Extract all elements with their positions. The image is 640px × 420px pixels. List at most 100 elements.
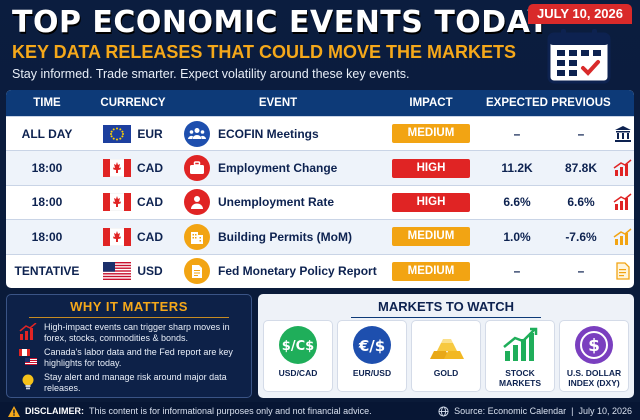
market-card: STOCK MARKETS xyxy=(486,321,554,391)
dollar-index-icon: $ xyxy=(575,326,613,364)
disclaimer-label: DISCLAIMER: xyxy=(25,406,84,416)
impact-badge-medium: MEDIUM xyxy=(392,261,470,281)
impact-badge-high: HIGH xyxy=(392,158,470,178)
market-card: €/$ EUR/USD xyxy=(338,321,406,391)
market-card: $/C$ USD/CAD xyxy=(264,321,332,391)
header-previous: PREVIOUS xyxy=(551,97,611,109)
expected-value: – xyxy=(513,264,521,279)
why-text: Canada's labor data and the Fed report a… xyxy=(44,347,233,368)
eu-flag-icon xyxy=(103,124,132,143)
markets-title: MARKETS TO WATCH xyxy=(377,299,514,314)
markets-to-watch-panel: MARKETS TO WATCH $/C$ USD/CAD €/$ EUR/US… xyxy=(258,294,634,398)
table-row: 18:00 CAD Employment Change HIGH 11.2K 8… xyxy=(6,150,634,185)
impact-badge-medium: MEDIUM xyxy=(392,227,470,247)
table-row: 18:00 CAD Unemployment Rate HIGH 6.6% 6.… xyxy=(6,184,634,219)
chart-up-icon xyxy=(19,323,37,340)
canada-flag-icon xyxy=(103,227,131,246)
table-header: TIME CURRENCY EVENT IMPACT EXPECTED PREV… xyxy=(6,90,634,116)
person-icon xyxy=(184,189,210,216)
market-label: GOLD xyxy=(433,368,459,378)
stock-chart-icon xyxy=(503,327,538,361)
bar-chart-up-icon xyxy=(613,228,632,245)
event-time: 18:00 xyxy=(31,161,63,176)
calendar-date: JULY 10, 2026 xyxy=(528,4,632,24)
briefcase-icon xyxy=(184,155,210,182)
currency-code: CAD xyxy=(137,195,163,210)
previous-value: -7.6% xyxy=(565,229,597,244)
previous-value: – xyxy=(577,264,585,279)
footer: DISCLAIMER: This content is for informat… xyxy=(0,402,640,420)
market-label: EUR/USD xyxy=(352,368,392,378)
why-text: Stay alert and manage risk around major … xyxy=(44,372,227,393)
header: TOP ECONOMIC EVENTS TODAY KEY DATA RELEA… xyxy=(12,5,550,88)
why-it-matters-panel: WHY IT MATTERS High-impact events can tr… xyxy=(6,294,252,398)
bank-icon xyxy=(615,125,631,142)
header-time: TIME xyxy=(33,97,61,109)
bar-chart-up-icon xyxy=(613,159,632,177)
building-icon xyxy=(184,223,210,250)
market-card: GOLD xyxy=(412,321,480,391)
event-name: Unemployment Rate xyxy=(218,195,335,210)
why-title: WHY IT MATTERS xyxy=(70,299,188,314)
table-row: TENTATIVE USD Fed Monetary Policy Re xyxy=(6,253,634,288)
events-table: TIME CURRENCY EVENT IMPACT EXPECTED PREV… xyxy=(6,90,634,288)
globe-icon xyxy=(438,405,449,417)
header-expected: EXPECTED xyxy=(486,97,548,109)
expected-value: 11.2K xyxy=(501,161,533,176)
event-time: TENTATIVE xyxy=(14,264,80,279)
usa-flag-icon xyxy=(103,262,132,281)
currency-code: CAD xyxy=(137,229,163,244)
header-currency: CURRENCY xyxy=(100,97,166,109)
header-event: EVENT xyxy=(258,97,298,109)
report-icon xyxy=(616,262,630,280)
why-text: High-impact events can trigger sharp mov… xyxy=(44,322,230,343)
market-label: U.S. DOLLAR INDEX (DXY) xyxy=(566,368,622,388)
previous-value: – xyxy=(577,126,585,141)
expected-value: – xyxy=(513,126,521,141)
table-row: ALL DAY EUR ECOFIN Meet xyxy=(6,116,634,150)
gold-bars-icon xyxy=(430,339,464,359)
event-time: 18:00 xyxy=(31,195,63,210)
list-item: Canada's labor data and the Fed report a… xyxy=(7,347,251,369)
calendar-widget: JULY 10, 2026 xyxy=(528,4,632,86)
disclaimer-text: This content is for informational purpos… xyxy=(89,406,372,416)
calendar-icon xyxy=(547,29,611,84)
page-tagline: Stay informed. Trade smarter. Expect vol… xyxy=(12,67,410,81)
previous-value: 87.8K xyxy=(564,161,598,176)
event-name: Fed Monetary Policy Report xyxy=(218,264,377,279)
event-name: Building Permits (MoM) xyxy=(218,229,352,244)
event-time: ALL DAY xyxy=(21,126,73,141)
event-name: Employment Change xyxy=(218,161,338,176)
market-label: USD/CAD xyxy=(278,368,318,378)
expected-value: 6.6% xyxy=(503,195,531,210)
currency-code: EUR xyxy=(137,126,163,141)
market-label: STOCK MARKETS xyxy=(498,368,542,388)
canada-flag-icon xyxy=(103,193,131,212)
people-group-icon xyxy=(184,120,210,147)
impact-badge-medium: MEDIUM xyxy=(392,124,470,144)
market-card: $ U.S. DOLLAR INDEX (DXY) xyxy=(560,321,628,391)
usd-cad-icon: $/C$ xyxy=(279,326,317,364)
page-title: TOP ECONOMIC EVENTS TODAY xyxy=(12,5,550,40)
bar-chart-up-icon xyxy=(613,193,632,211)
event-name: ECOFIN Meetings xyxy=(218,126,319,141)
currency-code: CAD xyxy=(137,161,163,176)
source-text: Source: Economic Calendar | July 10, 202… xyxy=(454,406,632,416)
list-item: High-impact events can trigger sharp mov… xyxy=(7,322,251,344)
svg-text:€/$: €/$ xyxy=(358,337,385,355)
page-subtitle: KEY DATA RELEASES THAT COULD MOVE THE MA… xyxy=(12,42,517,62)
table-row: 18:00 CAD Building Permits (MoM) MEDIUM … xyxy=(6,219,634,254)
eur-usd-icon: €/$ xyxy=(353,326,391,364)
lightbulb-icon xyxy=(22,374,34,390)
impact-badge-high: HIGH xyxy=(392,192,470,212)
svg-text:$/C$: $/C$ xyxy=(282,339,314,354)
flags-icon xyxy=(19,349,37,365)
document-icon xyxy=(184,258,210,285)
header-impact: IMPACT xyxy=(409,97,453,109)
svg-text:$: $ xyxy=(588,336,600,356)
previous-value: 6.6% xyxy=(567,195,595,210)
expected-value: 1.0% xyxy=(503,229,531,244)
event-time: 18:00 xyxy=(31,229,63,244)
list-item: Stay alert and manage risk around major … xyxy=(7,372,251,394)
currency-code: USD xyxy=(137,264,163,279)
